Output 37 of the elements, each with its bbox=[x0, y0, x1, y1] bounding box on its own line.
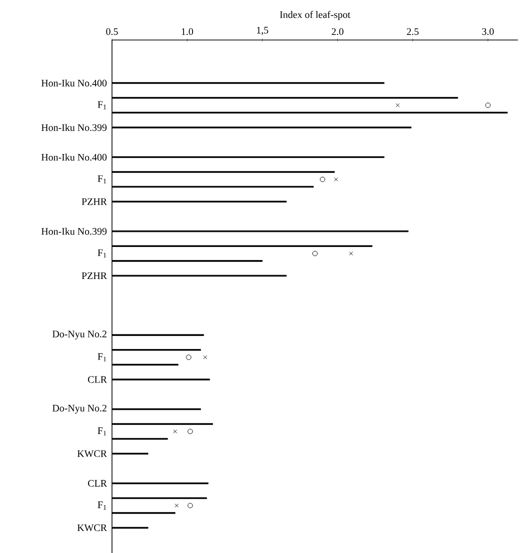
y-tick-label: CLR bbox=[88, 376, 107, 383]
x-tick-label: 2.5 bbox=[406, 28, 419, 35]
y-tick-label: Do-Nyu No.2 bbox=[52, 404, 106, 414]
x-axis-title: Index of leaf-spot bbox=[280, 10, 350, 20]
x-tick-label: 0.5 bbox=[106, 28, 118, 35]
y-tick-label: F$_{1}$ bbox=[98, 175, 106, 184]
point bbox=[396, 103, 400, 108]
point bbox=[188, 428, 193, 434]
point bbox=[186, 354, 192, 360]
y-tick-label: Hon-Iku No.399 bbox=[41, 228, 107, 235]
y-tick-label: F$_{1}$ bbox=[98, 427, 106, 436]
point bbox=[485, 102, 491, 108]
point bbox=[188, 502, 193, 508]
y-tick-label: F$_{1}$ bbox=[98, 353, 106, 362]
y-tick-label: F$_{1}$ bbox=[98, 249, 106, 258]
x-tick-label: 1,5 bbox=[257, 26, 268, 35]
point bbox=[320, 176, 326, 182]
x-tick-label: 3.0 bbox=[482, 28, 494, 35]
point bbox=[174, 504, 179, 508]
y-tick-label: Hon-Iku No.400 bbox=[41, 79, 107, 87]
y-tick-label: PZHR bbox=[82, 198, 107, 205]
y-tick-label: KWCR bbox=[77, 524, 107, 532]
y-tick-label: F$_{1}$ bbox=[98, 101, 106, 110]
x-tick-label: 2.0 bbox=[332, 28, 344, 35]
y-tick-label: PZHR bbox=[82, 272, 107, 280]
y-tick-label: F$_{1}$ bbox=[98, 502, 106, 510]
point bbox=[312, 250, 318, 256]
y-tick-label: Hon-Iku No.400 bbox=[41, 154, 107, 161]
y-tick-label: Do-Nyu No.2 bbox=[52, 330, 106, 340]
x-tick-label: 1.0 bbox=[182, 28, 194, 35]
point bbox=[349, 252, 354, 256]
y-tick-label: Hon-Iku No.399 bbox=[41, 124, 107, 132]
y-tick-label: CLR bbox=[88, 480, 107, 487]
point bbox=[203, 355, 208, 360]
y-tick-label: KWCR bbox=[77, 450, 107, 458]
point bbox=[334, 177, 338, 182]
point bbox=[173, 429, 178, 434]
